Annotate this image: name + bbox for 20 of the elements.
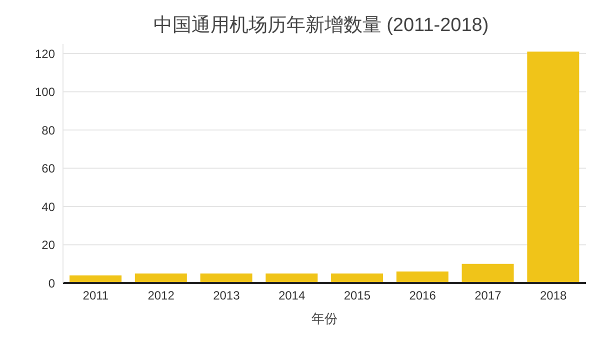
x-tick-label: 2014 <box>278 288 306 303</box>
bar <box>527 52 580 283</box>
chart-title: 中国通用机场历年新增数量 (2011-2018) <box>152 14 490 38</box>
y-tick-label: 20 <box>42 238 56 252</box>
x-tick-label: 2016 <box>409 288 436 303</box>
y-tick-label: 40 <box>42 200 56 214</box>
bar <box>396 272 448 283</box>
x-tick-label: 2013 <box>213 288 240 303</box>
x-tick-label: 2018 <box>540 288 567 303</box>
x-tick-label: 2012 <box>148 288 175 303</box>
x-axis-title: 年份 <box>312 311 338 326</box>
y-tick-label: 120 <box>34 46 56 61</box>
y-tick-label: 100 <box>34 85 56 100</box>
x-tick-label: 2015 <box>344 288 371 303</box>
y-tick-label: 0 <box>48 276 56 290</box>
bar <box>462 264 514 283</box>
x-tick-label: 2017 <box>474 288 502 303</box>
x-tick-label: 2011 <box>82 288 109 303</box>
y-tick-label: 80 <box>42 123 56 138</box>
y-tick-label: 60 <box>42 162 56 176</box>
